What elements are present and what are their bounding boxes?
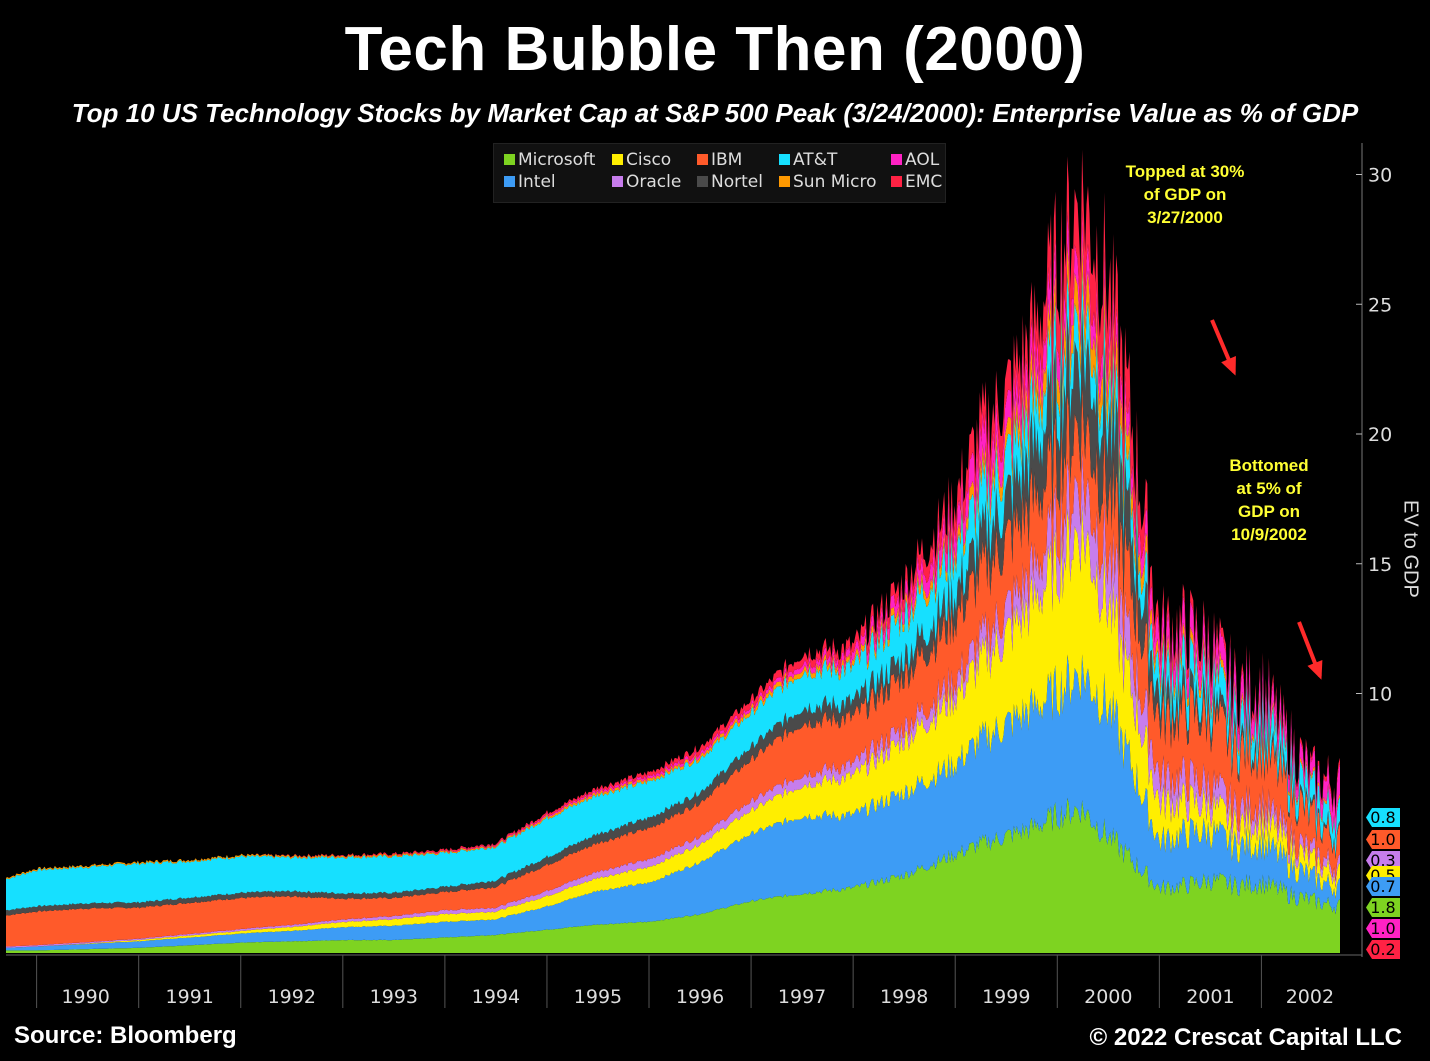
legend-swatch (891, 176, 902, 187)
area-intel (6, 654, 1340, 951)
legend-item-at-t: AT&T (779, 150, 837, 170)
area-layer (6, 149, 1340, 953)
legend-label: Sun Micro (793, 172, 877, 192)
legend-item-aol: AOL (891, 150, 939, 170)
peak-annotation: Topped at 30% of GDP on 3/27/2000 (1110, 160, 1260, 229)
legend-item-microsoft: Microsoft (504, 150, 595, 170)
y-axis-label: EV to GDP (1399, 500, 1422, 598)
legend-label: Nortel (711, 172, 763, 192)
x-tick-label-1991: 1991 (166, 986, 214, 1008)
end-tag-intel: 0.7 (1366, 877, 1400, 896)
chart-title: Tech Bubble Then (2000) (344, 15, 1086, 84)
source-label: Source: Bloomberg (14, 1022, 237, 1049)
area-cisco (6, 504, 1340, 948)
legend-swatch (779, 154, 790, 165)
x-tick-label-2000: 2000 (1084, 986, 1132, 1008)
x-tick-label-1993: 1993 (370, 986, 418, 1008)
x-tick-label-2002: 2002 (1286, 986, 1334, 1008)
x-tick-label-1999: 1999 (982, 986, 1030, 1008)
annotation-line: GDP on (1237, 502, 1301, 521)
y-tick-label-10: 10 (1368, 684, 1392, 706)
legend-item-emc: EMC (891, 172, 942, 192)
trough-annotation: Bottomed at 5% of GDP on 10/9/2002 (1204, 454, 1334, 546)
x-tick-label-1995: 1995 (574, 986, 622, 1008)
annotation-line: at 5% of (1236, 479, 1302, 498)
area-ibm (6, 386, 1340, 947)
annotation-arrows (1210, 319, 1323, 680)
x-tick-label-1990: 1990 (61, 986, 109, 1008)
peak-arrow (1210, 319, 1236, 376)
legend-swatch (504, 176, 515, 187)
x-tick-label-1994: 1994 (472, 986, 520, 1008)
legend-swatch (891, 154, 902, 165)
legend-item-nortel: Nortel (697, 172, 763, 192)
end-tag-emc: 0.2 (1366, 940, 1400, 959)
legend-label: Cisco (626, 150, 672, 170)
y-tick-label-20: 20 (1368, 424, 1392, 446)
annotation-line: of GDP on (1143, 185, 1227, 204)
legend-label: AOL (905, 150, 940, 170)
x-tick-label-1997: 1997 (778, 986, 826, 1008)
end-tag-aol: 1.0 (1366, 919, 1400, 938)
legend-swatch (697, 176, 708, 187)
copyright-label: © 2022 Crescat Capital LLC (1089, 1024, 1402, 1051)
x-tick-label-1998: 1998 (880, 986, 928, 1008)
annotation-line: 3/27/2000 (1147, 208, 1223, 227)
area-microsoft (6, 797, 1340, 953)
legend-item-oracle: Oracle (612, 172, 681, 192)
annotation-line: Topped at 30% (1125, 162, 1245, 181)
legend-swatch (612, 154, 623, 165)
x-tick-label-2001: 2001 (1186, 986, 1234, 1008)
y-tick-label-25: 25 (1368, 294, 1392, 316)
y-tick-label-15: 15 (1368, 554, 1392, 576)
legend-item-cisco: Cisco (612, 150, 671, 170)
x-tick-label-1996: 1996 (676, 986, 724, 1008)
end-tag-ibm: 1.0 (1366, 830, 1400, 849)
area-at-t (6, 270, 1340, 911)
legend-item-sun-micro: Sun Micro (779, 172, 877, 192)
chart-subtitle: Top 10 US Technology Stocks by Market Ca… (71, 98, 1359, 128)
x-tick-label-1992: 1992 (268, 986, 316, 1008)
legend-label: AT&T (793, 150, 838, 170)
trough-arrow (1297, 621, 1323, 680)
y-tick-label-30: 30 (1368, 165, 1392, 187)
legend-swatch (779, 176, 790, 187)
end-tag-oracle: 0.3 (1366, 851, 1400, 870)
legend-swatch (612, 176, 623, 187)
legend-label: Intel (518, 172, 556, 192)
legend-label: Microsoft (518, 150, 596, 170)
end-tag-at-t: 0.8 (1366, 808, 1400, 827)
legend-item-intel: Intel (504, 172, 556, 192)
legend-label: Oracle (626, 172, 682, 192)
legend-swatch (697, 154, 708, 165)
legend-label: IBM (711, 150, 743, 170)
annotation-line: 10/9/2002 (1231, 525, 1307, 544)
legend-swatch (504, 154, 515, 165)
annotation-line: Bottomed (1229, 456, 1309, 475)
legend-item-ibm: IBM (697, 150, 742, 170)
chart-legend: Microsoft Intel Cisco Oracle IBM Nortel AT&T Su… (493, 143, 946, 203)
end-tag-microsoft: 1.8 (1366, 898, 1400, 917)
legend-label: EMC (905, 172, 943, 192)
axes-layer: 1990 1991 1992 1993 1994 1995 1996 1997 1998 1999… (6, 143, 1392, 1008)
